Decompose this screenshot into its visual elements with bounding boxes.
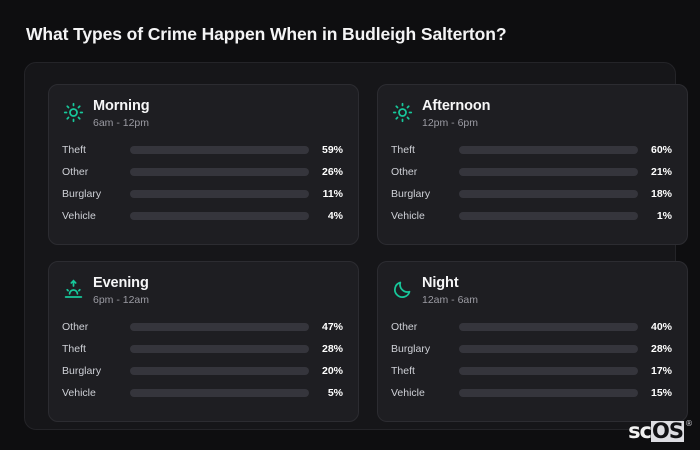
bar-rows: Theft 60% Other 21% Burglary 18% Vehicle… (391, 142, 672, 223)
bar-label: Other (62, 165, 89, 178)
bar-label: Vehicle (391, 386, 425, 399)
card-title: Afternoon (422, 98, 491, 114)
bar-track (130, 167, 309, 176)
bar-row: Theft 17% (391, 363, 672, 378)
watermark-sc: sc (628, 419, 652, 443)
bar-value: 47% (321, 320, 343, 333)
card-header: Night 12am - 6am (391, 275, 672, 308)
page-title: What Types of Crime Happen When in Budle… (26, 24, 507, 44)
bar-row: Theft 59% (62, 142, 343, 157)
bar-track (130, 322, 309, 331)
bar-value: 26% (321, 165, 343, 178)
bar-value: 1% (656, 209, 672, 222)
time-of-day-card-grid: Morning 6am - 12pm Theft 59% Other 26% B… (48, 84, 688, 422)
watermark-os: OS (651, 419, 684, 443)
card-title-group: Evening 6pm - 12am (93, 275, 149, 308)
bar-label: Theft (391, 364, 415, 377)
card-header: Afternoon 12pm - 6pm (391, 98, 672, 131)
bar-rows: Theft 59% Other 26% Burglary 11% Vehicle… (62, 142, 343, 223)
bar-label: Burglary (62, 187, 102, 200)
bar-value: 15% (650, 386, 672, 399)
bar-rows: Other 47% Theft 28% Burglary 20% Vehicle… (62, 319, 343, 400)
card-morning[interactable]: Morning 6am - 12pm Theft 59% Other 26% B… (48, 84, 359, 245)
bar-row: Burglary 11% (62, 186, 343, 201)
card-header: Evening 6pm - 12am (62, 275, 343, 308)
bar-track (130, 388, 309, 397)
bar-row: Vehicle 4% (62, 208, 343, 223)
bar-label: Theft (391, 143, 415, 156)
bar-value: 17% (650, 364, 672, 377)
bar-track (459, 211, 638, 220)
card-evening[interactable]: Evening 6pm - 12am Other 47% Theft 28% B… (48, 261, 359, 422)
bar-label: Other (391, 165, 418, 178)
card-title-group: Afternoon 12pm - 6pm (422, 98, 490, 131)
bar-label: Burglary (62, 364, 102, 377)
bar-value: 11% (322, 187, 343, 200)
card-time-range: 6am - 12pm (93, 117, 150, 129)
bar-value: 21% (650, 165, 672, 178)
bar-row: Other 26% (62, 164, 343, 179)
bar-track (459, 388, 638, 397)
card-time-range: 12pm - 6pm (422, 117, 479, 129)
bar-track (459, 366, 638, 375)
bar-row: Theft 60% (391, 142, 672, 157)
sunset-icon (62, 278, 84, 300)
bar-value: 4% (327, 209, 343, 222)
card-night[interactable]: Night 12am - 6am Other 40% Burglary 28% … (377, 261, 688, 422)
bar-row: Burglary 20% (62, 363, 343, 378)
bar-rows: Other 40% Burglary 28% Theft 17% Vehicle… (391, 319, 672, 400)
bar-value: 5% (327, 386, 343, 399)
bar-value: 40% (650, 320, 672, 333)
bar-row: Other 40% (391, 319, 672, 334)
card-time-range: 6pm - 12am (93, 294, 150, 306)
bar-row: Vehicle 5% (62, 385, 343, 400)
bar-track (130, 211, 309, 220)
card-time-range: 12am - 6am (422, 294, 479, 306)
bar-label: Burglary (391, 187, 431, 200)
bar-track (130, 189, 309, 198)
bar-track (459, 145, 638, 154)
card-title: Morning (93, 98, 150, 114)
bar-label: Other (62, 320, 89, 333)
bar-label: Vehicle (62, 386, 96, 399)
registered-mark: ® (685, 419, 693, 428)
bar-label: Vehicle (391, 209, 425, 222)
bar-track (459, 167, 638, 176)
bar-row: Vehicle 1% (391, 208, 672, 223)
bar-label: Theft (62, 342, 86, 355)
bar-value: 28% (321, 342, 343, 355)
bar-row: Burglary 28% (391, 341, 672, 356)
bar-value: 28% (650, 342, 672, 355)
bar-track (130, 344, 309, 353)
card-title-group: Night 12am - 6am (422, 275, 478, 308)
sun-icon (391, 101, 413, 123)
bar-track (459, 344, 638, 353)
bar-track (459, 322, 638, 331)
bar-row: Burglary 18% (391, 186, 672, 201)
bar-track (459, 189, 638, 198)
bar-value: 59% (321, 143, 343, 156)
card-title-group: Morning 6am - 12pm (93, 98, 150, 131)
moon-icon (391, 278, 413, 300)
bar-value: 18% (650, 187, 672, 200)
bar-track (130, 366, 309, 375)
sun-icon (62, 101, 84, 123)
card-title: Night (422, 275, 459, 291)
bar-row: Other 47% (62, 319, 343, 334)
bar-row: Vehicle 15% (391, 385, 672, 400)
bar-label: Burglary (391, 342, 431, 355)
bar-value: 20% (321, 364, 343, 377)
bar-row: Other 21% (391, 164, 672, 179)
bar-row: Theft 28% (62, 341, 343, 356)
bar-label: Theft (62, 143, 86, 156)
bar-track (130, 145, 309, 154)
card-header: Morning 6am - 12pm (62, 98, 343, 131)
card-afternoon[interactable]: Afternoon 12pm - 6pm Theft 60% Other 21%… (377, 84, 688, 245)
bar-label: Other (391, 320, 418, 333)
bar-value: 60% (650, 143, 672, 156)
scos-watermark: sc OS ® (628, 419, 693, 443)
card-title: Evening (93, 275, 149, 291)
bar-label: Vehicle (62, 209, 96, 222)
